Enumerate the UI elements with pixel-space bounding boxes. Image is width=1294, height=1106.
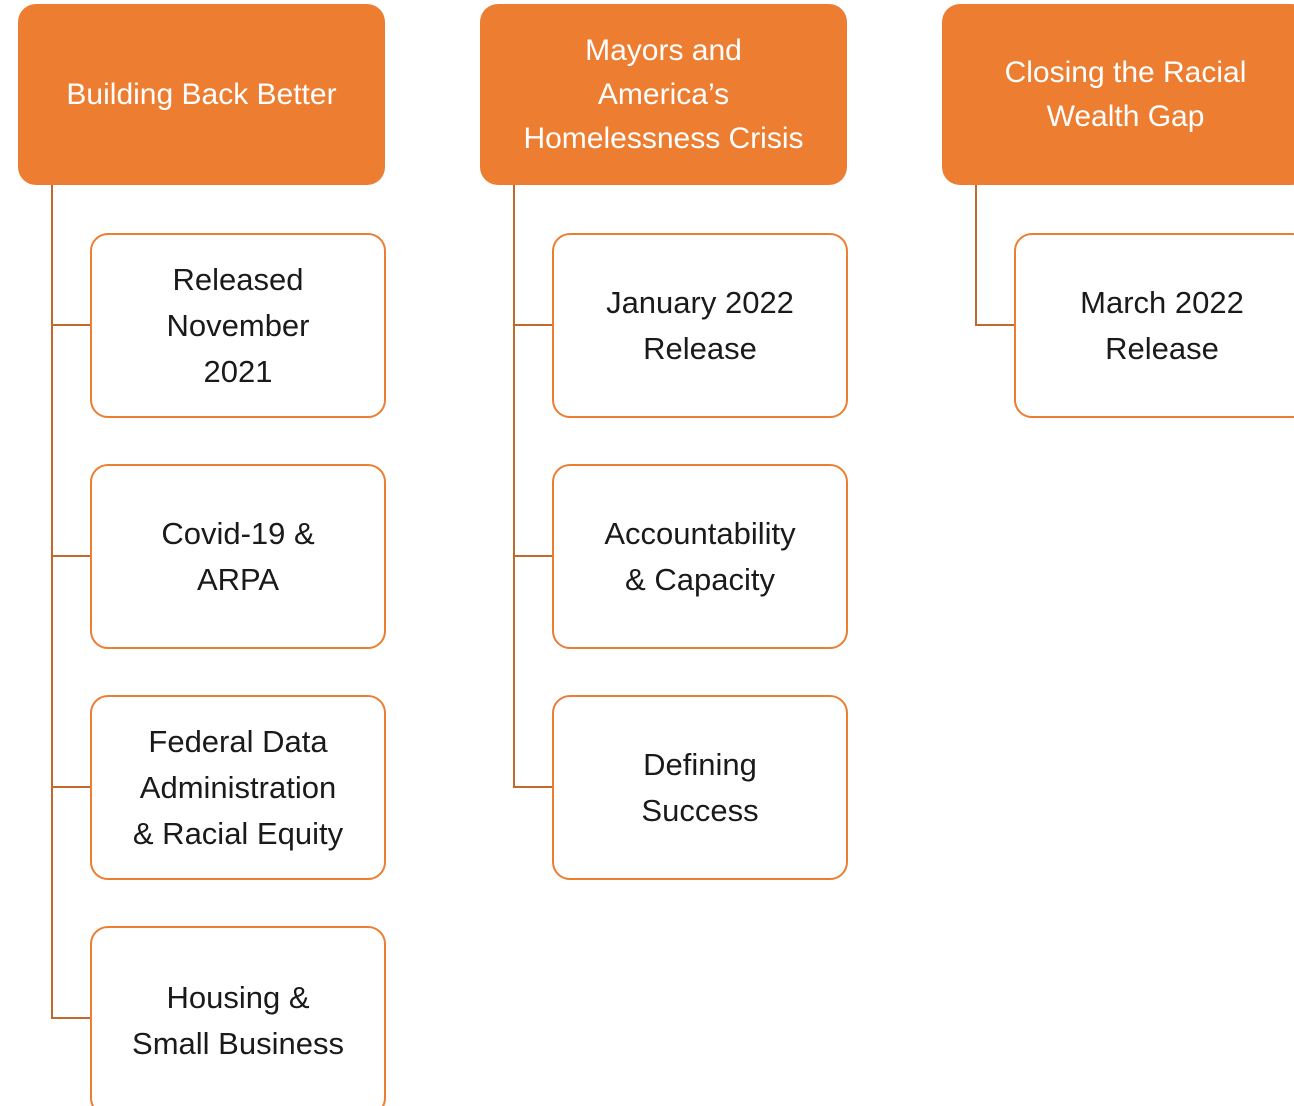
item-box-text: Covid-19 & (161, 515, 315, 551)
item-box-text: & Capacity (625, 561, 775, 597)
item-box-text: & Racial Equity (132, 815, 344, 851)
item-box-text: November (166, 307, 310, 343)
column-header: Mayors and America’s Homelessness Crisis (480, 4, 847, 185)
item-box-text: Release (1105, 330, 1219, 366)
column-header-text: Mayors and (585, 33, 742, 67)
item-box-text: March 2022 (1080, 284, 1244, 320)
column-header: Building Back Better (18, 4, 385, 185)
item-box-text: Success (641, 792, 759, 828)
item-box-text: Release (643, 330, 757, 366)
item-box: March 2022 Release (1014, 233, 1294, 418)
item-box-text: January 2022 (606, 284, 794, 320)
column-header-text: Building Back Better (66, 77, 337, 111)
item-box-text: Federal Data (148, 723, 328, 759)
item-box-text: Accountability (604, 515, 796, 551)
item-box-text: Released (172, 261, 304, 297)
column-header: Closing the Racial Wealth Gap (942, 4, 1294, 185)
item-box: Covid-19 & ARPA (90, 464, 386, 649)
item-box: Released November 2021 (90, 233, 386, 418)
column-header-text: Homelessness Crisis (523, 121, 804, 155)
item-box-text: Administration (139, 769, 337, 805)
item-box: Defining Success (552, 695, 848, 880)
item-box-text: Defining (643, 746, 757, 782)
item-box-text: Housing & (166, 980, 310, 1015)
column-header-text: Closing the Racial (1004, 55, 1247, 89)
item-box: Federal Data Administration & Racial Equit… (90, 695, 386, 880)
item-box: Housing & Small Business (90, 926, 386, 1106)
column-header-text: America’s (597, 77, 730, 111)
column-header-text: Wealth Gap (1046, 99, 1205, 133)
item-box-text: 2021 (203, 353, 273, 389)
item-box: January 2022 Release (552, 233, 848, 418)
item-box-text: ARPA (196, 561, 280, 597)
item-box: Accountability & Capacity (552, 464, 848, 649)
item-box-text: Small Business (132, 1026, 344, 1061)
